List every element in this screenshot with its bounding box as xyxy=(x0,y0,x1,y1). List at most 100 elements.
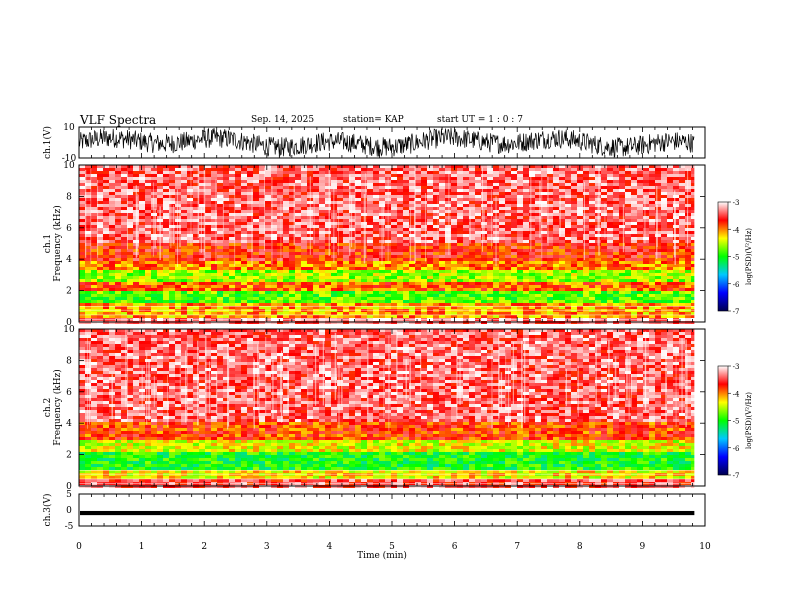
spec1-cell xyxy=(361,264,367,267)
spec1-cell xyxy=(91,258,97,261)
spec1-cell xyxy=(409,171,415,174)
spec1-cell xyxy=(625,267,631,270)
spec1-cell xyxy=(379,279,385,282)
spec1-cell xyxy=(601,216,607,219)
spec1-cell xyxy=(487,180,493,183)
spec1-cell xyxy=(247,201,253,204)
spec1-cell xyxy=(247,192,253,195)
spec1-cell xyxy=(97,288,103,291)
spec1-cell xyxy=(373,240,379,243)
spec1-cell xyxy=(613,291,619,294)
spec1-cell xyxy=(97,264,103,267)
spec1-cell xyxy=(115,255,121,258)
spec1-cell xyxy=(379,195,385,198)
spec1-cell xyxy=(139,237,145,240)
spec1-cell xyxy=(631,255,637,258)
spec1-cell xyxy=(601,168,607,171)
spec1-cell xyxy=(553,246,559,249)
spec1-cell xyxy=(343,177,349,180)
spec1-cell xyxy=(223,231,229,234)
spec1-cell xyxy=(91,180,97,183)
spec1-cell xyxy=(169,303,175,306)
spec1-cell xyxy=(487,165,493,168)
spec1-cell xyxy=(361,192,367,195)
spec1-cell xyxy=(403,282,409,285)
spec1-cell xyxy=(535,219,541,222)
spec1-cell xyxy=(583,246,589,249)
spec1-cell xyxy=(415,219,421,222)
spec1-cell xyxy=(187,237,193,240)
spec1-cell xyxy=(247,195,253,198)
spec1-cell xyxy=(247,237,253,240)
spec1-cell xyxy=(409,297,415,300)
spec1-cell xyxy=(331,282,337,285)
spec1-cell xyxy=(589,228,595,231)
spec1-cell xyxy=(577,240,583,243)
spec1-cell xyxy=(271,279,277,282)
spec1-cell xyxy=(475,234,481,237)
spec1-cell xyxy=(649,207,655,210)
spec1-cell xyxy=(421,192,427,195)
spec1-cell xyxy=(277,276,283,279)
spec1-cell xyxy=(235,255,241,258)
spec1-cell xyxy=(103,264,109,267)
spec1-cell xyxy=(673,213,679,216)
spec1-cell xyxy=(445,195,451,198)
spec1-cell xyxy=(409,186,415,189)
spec1-cell xyxy=(421,228,427,231)
spec1-cell xyxy=(445,264,451,267)
spec1-cell xyxy=(535,264,541,267)
spec1-cell xyxy=(145,258,151,261)
spec1-cell xyxy=(637,240,643,243)
spec1-cell xyxy=(109,279,115,282)
spec1-cell xyxy=(535,246,541,249)
spec1-cell xyxy=(133,261,139,264)
spec1-cell xyxy=(451,267,457,270)
spec1-cell xyxy=(217,291,223,294)
spec1-cell xyxy=(235,177,241,180)
spec1-cell xyxy=(631,273,637,276)
spec1-cell xyxy=(247,210,253,213)
spec1-cell xyxy=(223,222,229,225)
spec1-cell xyxy=(511,207,517,210)
spec1-cell xyxy=(427,270,433,273)
spec1-cell xyxy=(637,258,643,261)
spec1-cell xyxy=(625,246,631,249)
spec1-cell xyxy=(79,243,85,246)
spec1-cell xyxy=(217,300,223,303)
spec1-cell xyxy=(337,297,343,300)
spec1-cell xyxy=(193,183,199,186)
spec1-cell xyxy=(103,270,109,273)
spec1-cell xyxy=(169,174,175,177)
spec1-cell xyxy=(121,210,127,213)
spec1-cell xyxy=(121,231,127,234)
spec1-cell xyxy=(367,207,373,210)
spec1-cell xyxy=(151,258,157,261)
spec1-cell xyxy=(187,186,193,189)
spec1-cell xyxy=(619,294,625,297)
spec1-cell xyxy=(265,267,271,270)
spec1-cell xyxy=(427,267,433,270)
spec1-cell xyxy=(499,300,505,303)
spec1-cell xyxy=(517,288,523,291)
spec1-cell xyxy=(451,204,457,207)
spec1-cell xyxy=(193,195,199,198)
spec1-cell xyxy=(469,297,475,300)
spec1-cell xyxy=(229,210,235,213)
spec1-cell xyxy=(265,270,271,273)
spec1-cell xyxy=(223,258,229,261)
spec1-cell xyxy=(235,288,241,291)
spec1-cell xyxy=(127,177,133,180)
spec1-cell xyxy=(571,165,577,168)
spec1-cell xyxy=(187,219,193,222)
spec1-cell xyxy=(319,204,325,207)
spec1-cell xyxy=(265,306,271,309)
spec1-cell xyxy=(223,177,229,180)
spec1-cell xyxy=(157,165,163,168)
spec1-cell xyxy=(535,273,541,276)
spec1-cell xyxy=(649,219,655,222)
spec1-cell xyxy=(535,240,541,243)
spec1-cell xyxy=(259,252,265,255)
spec1-cell xyxy=(127,204,133,207)
spec1-cell xyxy=(559,189,565,192)
